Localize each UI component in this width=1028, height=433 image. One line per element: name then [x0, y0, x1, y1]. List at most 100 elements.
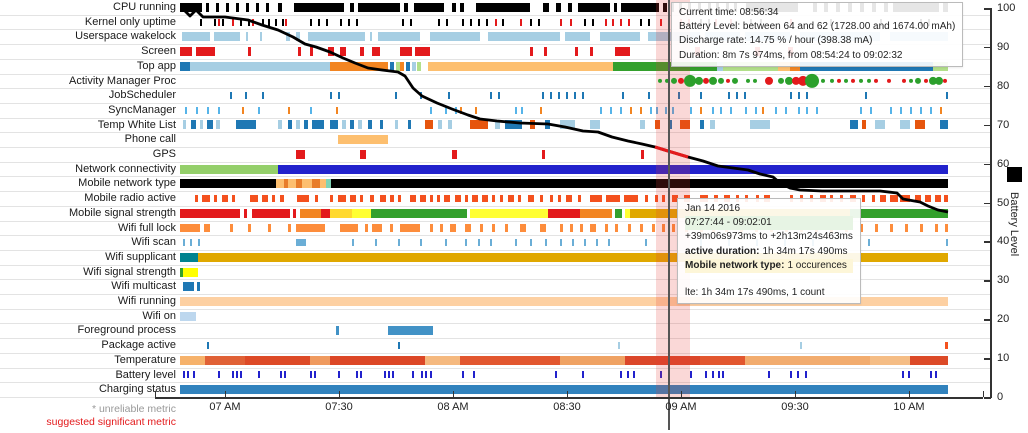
- bar-segment[interactable]: [262, 92, 264, 100]
- bar-segment[interactable]: [207, 120, 213, 130]
- bar-segment[interactable]: [390, 223, 393, 232]
- bar-segment[interactable]: [282, 18, 284, 26]
- bar-segment[interactable]: [410, 18, 412, 26]
- bar-segment[interactable]: [582, 92, 584, 100]
- bar-segment[interactable]: [197, 282, 200, 292]
- amp-dot[interactable]: [726, 78, 730, 83]
- bar-segment[interactable]: [700, 355, 745, 365]
- bar-segment[interactable]: [785, 106, 787, 114]
- bar-segment[interactable]: [390, 61, 394, 71]
- bar-segment[interactable]: [590, 223, 596, 232]
- bar-segment[interactable]: [380, 120, 383, 130]
- bar-segment[interactable]: [946, 239, 948, 247]
- bar-segment[interactable]: [296, 223, 325, 232]
- bar-segment[interactable]: [445, 106, 447, 114]
- bar-segment[interactable]: [806, 92, 808, 100]
- bar-segment[interactable]: [622, 92, 624, 100]
- bar-segment[interactable]: [640, 120, 645, 130]
- bar-segment[interactable]: [232, 371, 234, 379]
- bar-segment[interactable]: [935, 195, 941, 202]
- amp-dot[interactable]: [732, 77, 738, 84]
- bar-segment[interactable]: [850, 208, 948, 218]
- bar-segment[interactable]: [478, 239, 480, 247]
- bar-segment[interactable]: [310, 355, 330, 365]
- bar-segment[interactable]: [406, 61, 410, 71]
- bar-segment[interactable]: [930, 106, 932, 114]
- bar-segment[interactable]: [272, 195, 275, 202]
- bar-segment[interactable]: [775, 106, 777, 114]
- bar-segment[interactable]: [296, 239, 306, 247]
- bar-segment[interactable]: [482, 195, 488, 202]
- bar-segment[interactable]: [245, 92, 247, 100]
- bar-segment[interactable]: [545, 120, 550, 130]
- bar-segment[interactable]: [608, 239, 610, 247]
- bar-segment[interactable]: [624, 195, 638, 202]
- bar-segment[interactable]: [492, 223, 495, 232]
- bar-segment[interactable]: [465, 223, 471, 232]
- bar-segment[interactable]: [530, 18, 532, 26]
- bar-segment[interactable]: [183, 267, 198, 277]
- bar-segment[interactable]: [460, 106, 462, 114]
- bar-segment[interactable]: [402, 18, 404, 26]
- bar-segment[interactable]: [627, 371, 629, 379]
- bar-segment[interactable]: [232, 18, 234, 26]
- bar-segment[interactable]: [180, 208, 240, 218]
- bar-segment[interactable]: [190, 239, 192, 247]
- bar-segment[interactable]: [448, 92, 450, 100]
- bar-segment[interactable]: [286, 32, 290, 42]
- bar-segment[interactable]: [240, 18, 242, 26]
- amp-dot[interactable]: [746, 78, 750, 83]
- bar-segment[interactable]: [530, 239, 532, 247]
- bar-segment[interactable]: [544, 46, 547, 56]
- bar-segment[interactable]: [430, 106, 432, 114]
- bar-segment[interactable]: [252, 208, 290, 218]
- bar-segment[interactable]: [183, 239, 185, 247]
- bar-segment[interactable]: [790, 92, 792, 100]
- bar-segment[interactable]: [440, 223, 443, 232]
- bar-segment[interactable]: [880, 195, 886, 202]
- bar-segment[interactable]: [358, 120, 362, 130]
- bar-segment[interactable]: [462, 18, 464, 26]
- bar-segment[interactable]: [768, 371, 770, 379]
- bar-segment[interactable]: [360, 195, 363, 202]
- bar-segment[interactable]: [558, 195, 561, 202]
- bar-segment[interactable]: [180, 164, 278, 174]
- bar-segment[interactable]: [214, 32, 240, 42]
- bar-segment[interactable]: [648, 92, 650, 100]
- bar-segment[interactable]: [910, 106, 912, 114]
- bar-segment[interactable]: [762, 106, 764, 114]
- bar-segment[interactable]: [398, 195, 401, 202]
- bar-segment[interactable]: [195, 195, 198, 202]
- bar-segment[interactable]: [180, 252, 198, 262]
- bar-segment[interactable]: [222, 18, 224, 26]
- bar-segment[interactable]: [712, 371, 714, 379]
- bar-segment[interactable]: [398, 342, 400, 350]
- bar-segment[interactable]: [350, 195, 356, 202]
- bar-segment[interactable]: [862, 195, 865, 202]
- bar-segment[interactable]: [340, 46, 346, 56]
- bar-segment[interactable]: [490, 92, 492, 100]
- bar-segment[interactable]: [566, 195, 572, 202]
- bar-segment[interactable]: [530, 46, 533, 56]
- bar-segment[interactable]: [438, 18, 440, 26]
- bar-segment[interactable]: [180, 267, 183, 277]
- bar-segment[interactable]: [183, 120, 186, 130]
- bar-segment[interactable]: [572, 239, 574, 247]
- bar-segment[interactable]: [330, 120, 338, 130]
- bar-segment[interactable]: [356, 18, 358, 26]
- bar-segment[interactable]: [206, 2, 209, 12]
- bar-segment[interactable]: [336, 326, 339, 336]
- bar-segment[interactable]: [722, 371, 724, 379]
- bar-segment[interactable]: [370, 32, 372, 42]
- bar-segment[interactable]: [358, 2, 400, 12]
- bar-segment[interactable]: [940, 120, 948, 130]
- bar-segment[interactable]: [900, 106, 902, 114]
- bar-segment[interactable]: [555, 371, 557, 379]
- bar-segment[interactable]: [284, 371, 286, 379]
- bar-segment[interactable]: [425, 371, 427, 379]
- bar-segment[interactable]: [584, 18, 586, 26]
- bar-segment[interactable]: [633, 371, 635, 379]
- amp-dot[interactable]: [874, 78, 878, 83]
- bar-segment[interactable]: [490, 239, 492, 247]
- bar-segment[interactable]: [252, 18, 254, 26]
